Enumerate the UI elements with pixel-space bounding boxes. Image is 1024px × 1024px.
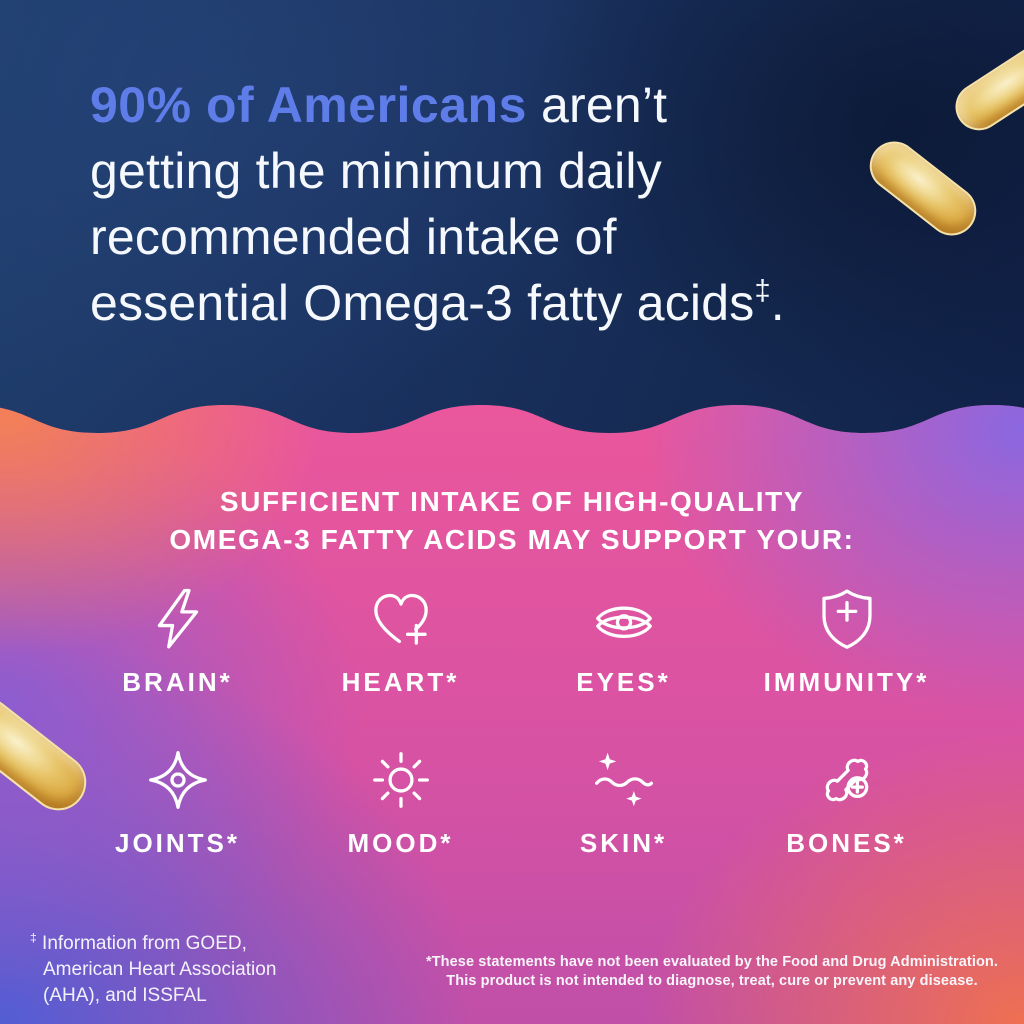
benefits-heading: SUFFICIENT INTAKE OF HIGH-QUALITY OMEGA-… — [0, 483, 1024, 559]
double-dagger-superscript: ‡ — [754, 275, 771, 307]
waves-sparkle-icon — [588, 744, 660, 816]
fda-disclaimer-line-1: *These statements have not been evaluate… — [425, 954, 999, 970]
heart-plus-icon — [365, 583, 437, 655]
hero-line-4: essential Omega-3 fatty acids‡. — [90, 270, 785, 336]
hero-line-2: getting the minimum daily — [90, 143, 662, 199]
eye-icon — [588, 583, 660, 655]
hero-period: . — [770, 275, 785, 331]
sparkle-diamond-icon — [142, 744, 214, 816]
hero-highlight: 90% of Americans — [90, 77, 527, 133]
benefit-label-eyes: EYES* — [576, 667, 671, 697]
bottom-gradient-section: SUFFICIENT INTAKE OF HIGH-QUALITY OMEGA-… — [0, 405, 1024, 1024]
benefit-bones: BONES* — [735, 744, 958, 859]
source-footnote-line-1: ‡ Information from GOED, — [30, 925, 276, 957]
sun-icon — [365, 744, 437, 816]
benefit-label-heart: HEART* — [341, 667, 460, 697]
benefit-eyes: EYES* — [512, 583, 735, 698]
source-footnote-line-2: American Heart Association — [43, 959, 277, 980]
bone-plus-icon — [811, 744, 883, 816]
benefit-mood: MOOD* — [289, 744, 512, 859]
benefit-heart: HEART* — [289, 583, 512, 698]
benefit-label-mood: MOOD* — [347, 828, 454, 858]
source-footnote: ‡ Information from GOED, American Heart … — [30, 925, 276, 1009]
hero-statement: 90% of Americans aren’t getting the mini… — [90, 72, 785, 336]
benefit-brain: BRAIN* — [66, 583, 289, 698]
benefit-label-immunity: IMMUNITY* — [763, 667, 930, 697]
benefit-label-joints: JOINTS* — [114, 828, 241, 858]
benefit-label-brain: BRAIN* — [122, 667, 233, 697]
hero-line-3: recommended intake of — [90, 209, 617, 265]
benefit-label-skin: SKIN* — [579, 828, 668, 858]
benefit-label-bones: BONES* — [786, 828, 907, 858]
top-navy-section: 90% of Americans aren’t getting the mini… — [0, 0, 1024, 445]
shield-plus-icon — [811, 583, 883, 655]
hero-line-1-rest: aren’t — [526, 77, 668, 133]
benefits-grid: BRAIN* HEART* — [66, 583, 958, 859]
benefits-heading-line-1: SUFFICIENT INTAKE OF HIGH-QUALITY — [219, 486, 805, 517]
hero-line-4-text: essential Omega-3 fatty acids — [90, 275, 755, 331]
source-footnote-line-3: (AHA), and ISSFAL — [43, 985, 207, 1006]
benefit-joints: JOINTS* — [66, 744, 289, 859]
source-footnote-line-1-text: Information from GOED, — [36, 933, 247, 954]
benefits-heading-line-2: OMEGA-3 FATTY ACIDS MAY SUPPORT YOUR: — [169, 524, 855, 555]
fda-disclaimer: *These statements have not been evaluate… — [412, 953, 1012, 991]
benefit-immunity: IMMUNITY* — [735, 583, 958, 698]
lightning-bolt-icon — [142, 583, 214, 655]
double-dagger-icon: ‡ — [30, 931, 37, 945]
hero-line-1: 90% of Americans aren’t — [90, 72, 785, 138]
benefit-skin: SKIN* — [512, 744, 735, 859]
fda-disclaimer-line-2: This product is not intended to diagnose… — [446, 973, 978, 989]
